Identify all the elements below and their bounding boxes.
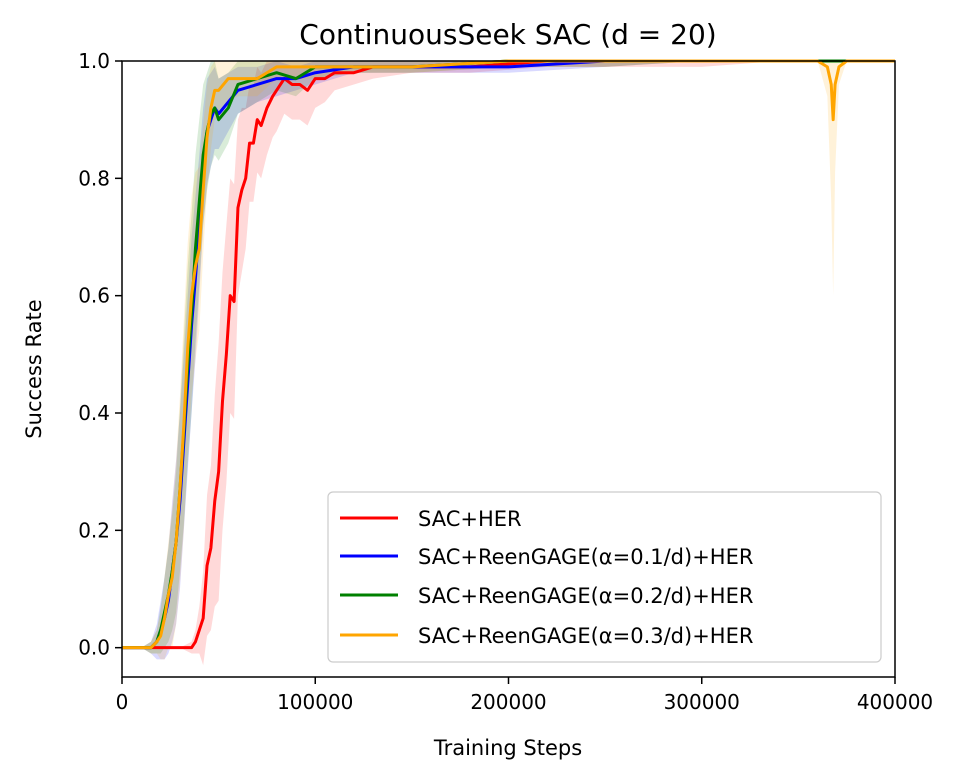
y-tick-label: 0.4 (78, 401, 110, 425)
legend-box (327, 491, 882, 663)
x-tick-label: 200000 (470, 690, 546, 714)
legend: SAC+HER SAC+ReenGAGE(α=0.1/d)+HER SAC+Reen… (327, 491, 882, 663)
x-tick-label: 100000 (277, 690, 353, 714)
confidence-bands (122, 61, 895, 666)
series-lines (122, 59, 895, 650)
y-axis-ticks: 0.0 0.2 0.4 0.6 0.8 1.0 (78, 49, 122, 660)
x-axis-label: Training Steps (433, 736, 582, 760)
legend-label: SAC+ReenGAGE(α=0.2/d)+HER (418, 584, 753, 608)
series-band-3 (122, 61, 895, 654)
y-tick-label: 1.0 (78, 49, 110, 73)
legend-label: SAC+ReenGAGE(α=0.3/d)+HER (418, 624, 753, 648)
series-line-4 (122, 59, 895, 650)
y-tick-label: 0.0 (78, 636, 110, 660)
chart-title: ContinuousSeek SAC (d = 20) (299, 18, 716, 51)
y-tick-label: 0.2 (78, 518, 110, 542)
legend-label: SAC+HER (418, 507, 522, 531)
y-axis-label: Success Rate (22, 299, 46, 438)
x-tick-label: 300000 (664, 690, 740, 714)
y-tick-label: 0.6 (78, 284, 110, 308)
x-axis-ticks: 0 100000 200000 300000 400000 (116, 677, 933, 714)
x-tick-label: 400000 (857, 690, 933, 714)
y-tick-label: 0.8 (78, 166, 110, 190)
legend-label: SAC+ReenGAGE(α=0.1/d)+HER (418, 545, 753, 569)
x-tick-label: 0 (116, 690, 129, 714)
